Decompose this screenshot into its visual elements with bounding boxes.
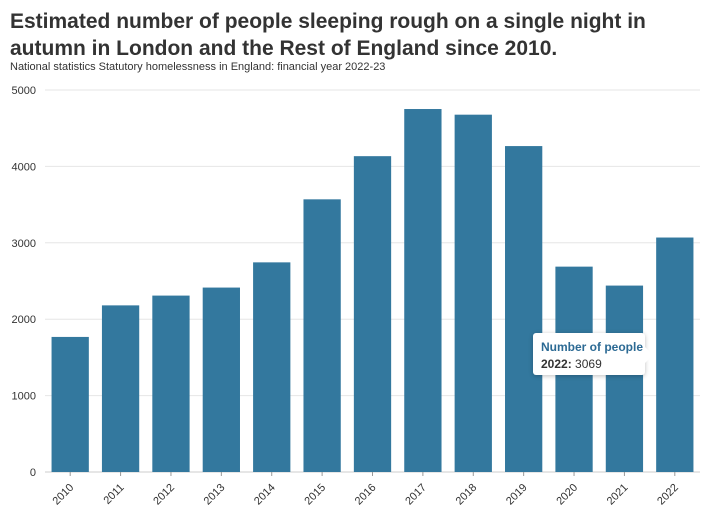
tooltip: Number of people 2022: 3069	[533, 333, 653, 375]
bar-2019[interactable]	[505, 146, 543, 472]
y-tick-label: 2000	[12, 314, 36, 326]
y-tick-label: 0	[30, 467, 36, 479]
tooltip-separator: :	[567, 357, 572, 371]
bar-2022[interactable]	[656, 237, 694, 472]
x-tick-label: 2020	[554, 482, 580, 508]
x-tick-label: 2018	[454, 482, 480, 508]
x-tick-label: 2019	[504, 482, 530, 508]
bar-2021[interactable]	[605, 285, 644, 472]
bar-2011[interactable]	[101, 305, 140, 472]
y-axis-ticks: 0 1000 2000 3000 4000 5000	[12, 85, 36, 479]
x-tick-label: 2017	[403, 482, 429, 508]
y-tick-label: 3000	[12, 238, 36, 250]
tooltip-row: 2022: 3069	[541, 357, 602, 371]
x-tick-label: 2021	[605, 482, 631, 508]
chart-subtitle: National statistics Statutory homelessne…	[10, 61, 386, 73]
tooltip-value: 3069	[575, 357, 602, 371]
y-tick-label: 5000	[12, 85, 36, 97]
bar-2015[interactable]	[303, 199, 341, 472]
y-tick-label: 1000	[12, 391, 36, 403]
tooltip-heading: Number of people	[541, 340, 644, 354]
x-tick-label: 2013	[202, 482, 228, 508]
x-tick-label: 2012	[151, 482, 177, 508]
x-tick-label: 2010	[51, 482, 77, 508]
bar-2014[interactable]	[253, 262, 291, 472]
y-tick-label: 4000	[12, 161, 36, 173]
chart-title: Estimated number of people sleeping roug…	[10, 10, 646, 60]
x-tick-label: 2015	[302, 482, 328, 508]
x-tick-label: 2022	[655, 482, 681, 508]
bar-2013[interactable]	[202, 287, 240, 472]
tooltip-category: 2022	[541, 357, 568, 371]
x-tick-label: 2016	[353, 482, 379, 508]
bar-2010[interactable]	[51, 336, 89, 472]
bars	[51, 109, 694, 473]
bar-2012[interactable]	[152, 295, 190, 472]
x-tick-label: 2014	[252, 482, 278, 508]
bar-2018[interactable]	[454, 114, 492, 473]
x-tick-label: 2011	[101, 482, 126, 507]
bar-2016[interactable]	[353, 156, 392, 472]
bar-2017[interactable]	[404, 109, 442, 473]
x-axis-ticks: 2010 2011 2012 2013 2014 2015 2016 2017 2018 2019…	[51, 472, 681, 507]
